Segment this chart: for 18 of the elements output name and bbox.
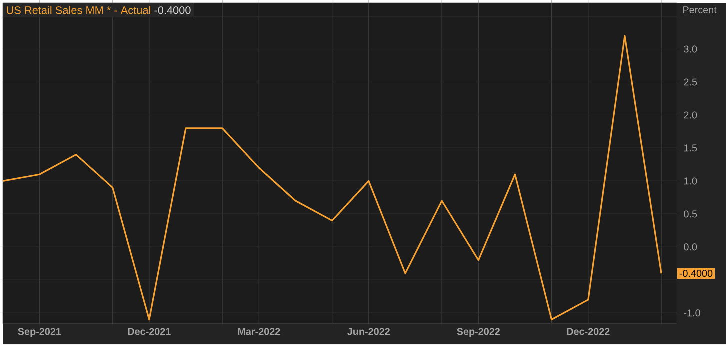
text: US Retail Sales MM * - Actual xyxy=(7,6,150,14)
y-tick-label: 2.0 xyxy=(684,112,698,119)
y-tick-label: 3.0 xyxy=(684,46,698,53)
x-tick-label: Dec-2022 xyxy=(567,328,610,336)
data-label: -0.4000 xyxy=(680,270,713,278)
y-tick-label: 0.0 xyxy=(684,244,698,251)
y-axis-title: Percent xyxy=(684,6,717,14)
y-tick-label: -1.0 xyxy=(684,310,700,317)
x-tick-label: Jun-2022 xyxy=(348,328,390,336)
y-tick-label: 2.5 xyxy=(684,78,698,86)
y-tick-label: 1.5 xyxy=(684,144,698,152)
x-tick-label: Sep-2021 xyxy=(18,328,62,338)
x-tick-label: Mar-2022 xyxy=(238,328,280,336)
x-tick-label: Dec-2021 xyxy=(128,328,171,336)
annotation: -0.4000 xyxy=(154,6,191,14)
y-tick-label: 1.0 xyxy=(684,178,698,185)
y-tick-label: 0.5 xyxy=(684,210,698,218)
x-tick-label: Sep-2022 xyxy=(457,328,500,338)
